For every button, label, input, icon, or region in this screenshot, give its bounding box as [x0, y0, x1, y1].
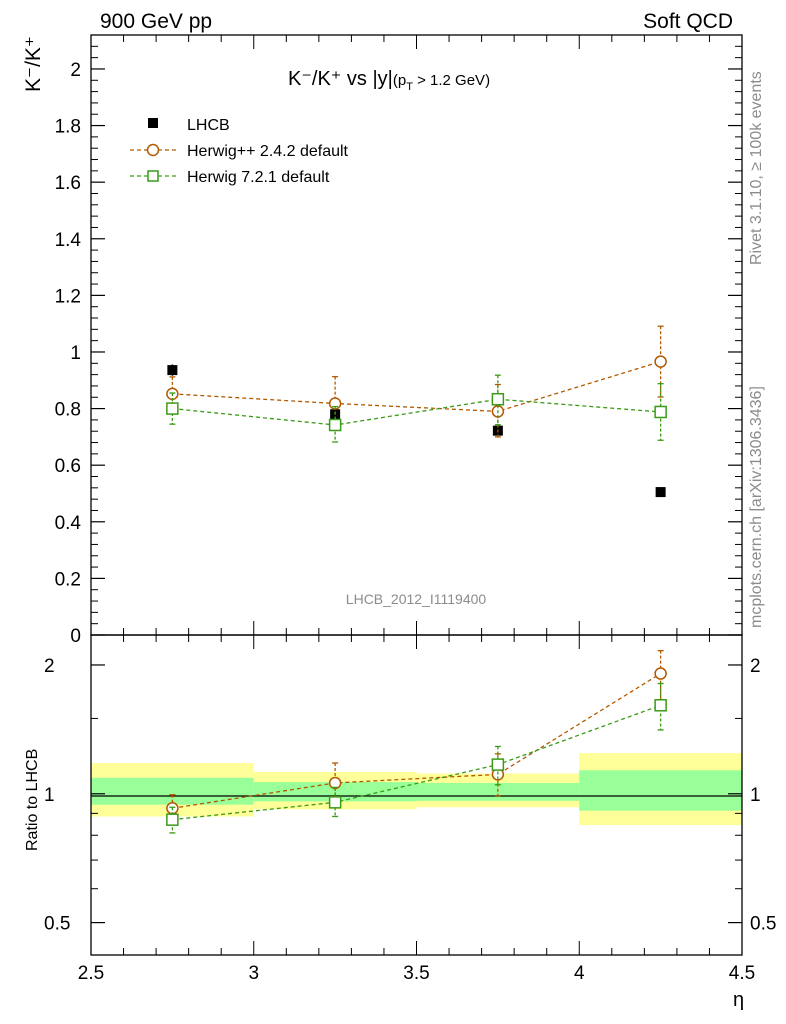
main-herwigpp-point: [654, 355, 667, 368]
main-ytick-label: 1.2: [55, 286, 81, 307]
mcplots-label: mcplots.cern.ch [arXiv:1306.3436]: [748, 386, 765, 628]
main-ytick-label: 1.6: [55, 173, 81, 194]
legend: LHCB Herwig++ 2.4.2 default Herwig 7.2.1…: [130, 117, 349, 186]
main-series-layer: [166, 325, 667, 498]
main-title-sub-t: T: [406, 81, 413, 93]
main-ytick-label: 1: [70, 343, 81, 364]
ratio-series-layer: [166, 650, 667, 834]
ratio-ytick-label-right: 0.5: [750, 914, 776, 935]
ratio-herwig7-point: [654, 699, 667, 712]
main-ytick-label: 0.4: [55, 513, 82, 534]
xlabel: η: [733, 989, 744, 1011]
main-title-text: K⁻/K⁺ vs |y|: [288, 68, 393, 90]
main-ytick-label: 0: [70, 626, 81, 647]
analysis-watermark: LHCB_2012_I1119400: [346, 591, 487, 607]
legend-label-herwigpp: Herwig++ 2.4.2 default: [187, 143, 349, 160]
ratio-xtick-label: 4: [574, 963, 585, 984]
rivet-label: Rivet 3.1.10, ≥ 100k events: [748, 71, 765, 265]
header-left: 900 GeV pp: [100, 10, 212, 33]
ratio-frame: [90, 634, 743, 956]
ratio-ytick-label-right: 1: [750, 785, 761, 806]
ratio-series-line-0: [172, 672, 661, 809]
main-herwig7-point: [491, 392, 505, 406]
main-herwig7-point: [654, 405, 667, 419]
ratio-xtick-label: 3: [248, 963, 259, 984]
main-ytick-label: 0.8: [55, 400, 81, 421]
main-ytick-label: 1.4: [55, 230, 82, 251]
main-herwig7-point: [166, 402, 179, 415]
ratio-ytick-label: 0.5: [44, 914, 70, 935]
header-right: Soft QCD: [643, 10, 733, 33]
ratio-series-line-1: [172, 704, 661, 821]
main-ylabel: K⁻/K⁺: [22, 36, 45, 92]
ratio-herwig7-point: [166, 813, 179, 826]
main-series-line-1: [172, 360, 661, 413]
main-title: K⁻/K⁺ vs |y|(pT > 1.2 GeV): [288, 68, 490, 93]
main-ytick-label: 0.2: [55, 569, 81, 590]
ratio-herwig7-point: [328, 796, 342, 809]
ratio-herwigpp-point: [654, 667, 667, 680]
main-ytick-label: 2: [70, 60, 81, 81]
main-lhcb-point: [167, 365, 178, 376]
ratio-axis-ticks: 0.5 0.5 1 1 2 2 2.5 3 3.5 4 4.5: [44, 635, 776, 984]
main-lhcb-point: [655, 487, 666, 498]
legend-marker-herwigpp: [146, 143, 160, 157]
main-ytick-label: 1.8: [55, 117, 81, 138]
main-title-sub: (p: [393, 72, 406, 89]
ratio-herwig7-point: [491, 758, 505, 771]
main-title-sub-rest: > 1.2 GeV): [413, 72, 490, 89]
ratio-ytick-label: 2: [44, 656, 55, 677]
ratio-bands-layer: [91, 753, 742, 826]
main-herwig7-point: [328, 418, 342, 432]
ratio-xtick-label: 2.5: [78, 963, 104, 984]
legend-label-herwig7: Herwig 7.2.1 default: [187, 169, 330, 186]
ratio-ytick-label-right: 2: [750, 656, 761, 677]
ratio-band-green: [579, 770, 742, 811]
ratio-xtick-label: 3.5: [403, 963, 429, 984]
ratio-ytick-label: 1: [44, 785, 55, 806]
main-series-line-2: [172, 398, 661, 426]
legend-marker-lhcb: [148, 118, 158, 128]
legend-marker-herwig7: [147, 170, 159, 182]
main-ytick-label: 0.6: [55, 456, 81, 477]
legend-label-lhcb: LHCB: [187, 117, 230, 134]
ratio-xtick-label: 4.5: [729, 963, 755, 984]
ratio-ylabel: Ratio to LHCB: [24, 749, 41, 851]
